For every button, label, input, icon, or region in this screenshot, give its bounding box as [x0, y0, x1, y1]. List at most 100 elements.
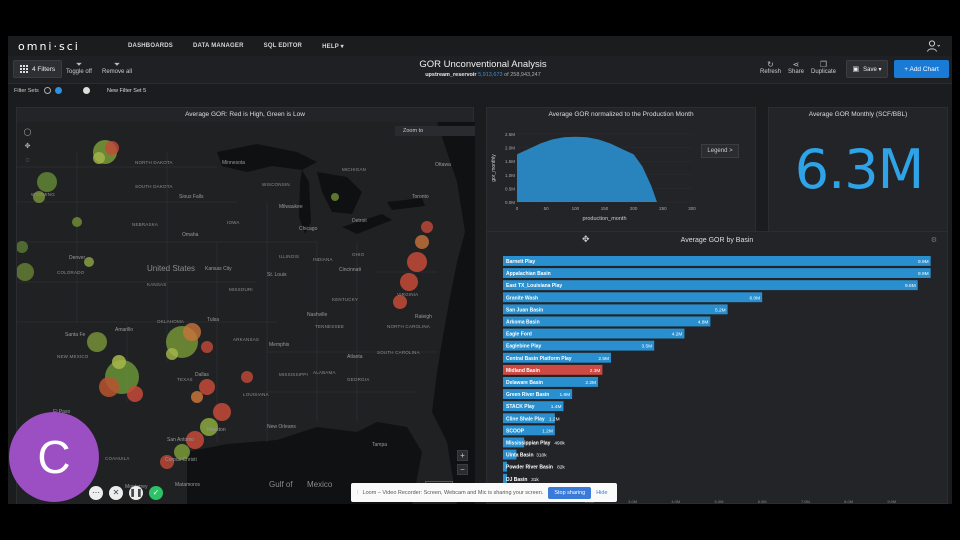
map-label-ohio: OHIO: [352, 252, 365, 257]
bar: [503, 473, 507, 484]
add-chart-button[interactable]: + Add Chart: [894, 60, 949, 78]
map-label-mexico-country: Mexico: [307, 480, 333, 489]
map-label-kansas-city: Kansas City: [205, 266, 232, 272]
bar-value-label: 9.9M: [918, 271, 929, 277]
map-label-tampa: Tampa: [372, 442, 388, 448]
check-icon[interactable]: ✓: [149, 486, 163, 500]
brand-logo[interactable]: omni·sci: [18, 39, 80, 53]
bar: [503, 401, 564, 412]
lake-ontario: [387, 198, 425, 210]
bar-category-label: Midland Basin: [506, 368, 540, 374]
map-label-amarillo: Amarillo: [115, 327, 134, 333]
map-label-atlanta: Atlanta: [347, 354, 363, 360]
stop-sharing-button[interactable]: Stop sharing: [548, 486, 592, 499]
hide-button[interactable]: Hide: [596, 489, 608, 496]
filter-set-active-icon[interactable]: [55, 87, 62, 94]
map-label-milwaukee: Milwaukee: [279, 204, 303, 210]
bar-value-label: 4.8M: [698, 320, 709, 326]
x-tick-label: 50: [544, 206, 550, 211]
remove-all-button[interactable]: ⏷ Remove all: [102, 60, 132, 75]
top-nav: omni·sci DASHBOARDS DATA MANAGER SQL EDI…: [8, 36, 952, 56]
bar-value-label: 490k: [554, 441, 565, 447]
nav-help[interactable]: HELP ▾: [322, 43, 344, 50]
map-label-missouri: MISSOURI: [229, 287, 253, 292]
screen-share-bar: ⁞ Loom – Video Recorder: Screen, Webcam …: [351, 483, 617, 502]
save-button[interactable]: ▣ Save ▾: [846, 60, 888, 78]
new-filter-set-tab[interactable]: New Filter Set 5: [107, 88, 147, 94]
duplicate-button[interactable]: ❐ Duplicate: [811, 60, 836, 75]
gor-normalized-panel: Average GOR normalized to the Production…: [486, 107, 756, 255]
bar-category-label: STACK Play: [506, 404, 535, 410]
map-label-minnesota: Minnesota: [222, 160, 246, 166]
bar-value-label: 1.2M: [549, 416, 560, 422]
y-tick-label: 2.0M: [505, 146, 515, 151]
x-tick-label: 9.0M: [887, 499, 896, 504]
map-label-sioux-falls: Sioux Falls: [179, 194, 204, 200]
nav-sql-editor[interactable]: SQL EDITOR: [263, 43, 303, 49]
map-label-new-mexico: NEW MEXICO: [57, 354, 89, 359]
filter-set-minus-icon[interactable]: [44, 87, 51, 94]
area-chart[interactable]: 0.0M 0.5M 1.0M 1.5M 2.0M 2.5M 0 50 100 150 200 250 3…: [487, 124, 757, 234]
map-label-chicago: Chicago: [299, 226, 318, 232]
circle-select-icon[interactable]: ◌: [25, 157, 30, 164]
webcam-avatar[interactable]: C: [9, 412, 99, 502]
nav-data-manager[interactable]: DATA MANAGER: [193, 43, 244, 49]
user-icon[interactable]: [926, 39, 940, 53]
x-axis-label: production_month: [582, 216, 626, 222]
legend-button[interactable]: Legend >: [701, 144, 739, 158]
share-button[interactable]: ⋖ Share: [788, 60, 804, 75]
dashboard-title[interactable]: GOR Unconventional Analysis: [419, 59, 547, 70]
bar: [503, 377, 599, 387]
x-tick-label: 3.0M: [628, 499, 637, 504]
filter-sets-row: Filter Sets New Filter Set 5: [8, 84, 952, 98]
total-count: of 258,943,247: [504, 72, 541, 78]
bar-value-label: 6.0M: [750, 295, 761, 301]
zoom-out-button[interactable]: −: [457, 464, 468, 475]
recorder-controls: ⋯ ✕ ❚❚ ✓: [89, 486, 163, 500]
map-label-detroit: Detroit: [352, 218, 367, 224]
gor-by-basin-panel: Average GOR by Basin ✥ ⚙ Barnett Play 9.9…: [486, 231, 948, 504]
bar: [503, 364, 603, 375]
map-label-mississippi: MISSISSIPPI: [279, 372, 308, 377]
bar: [503, 328, 685, 339]
bar-chart[interactable]: Barnett Play 9.9M Appalachian Basin 9.9M Eas…: [487, 250, 949, 504]
zoom-in-button[interactable]: +: [457, 450, 468, 461]
pause-icon[interactable]: ❚❚: [129, 486, 143, 500]
bar-value-label: 4.2M: [672, 332, 683, 338]
map-label-nashville: Nashville: [307, 312, 328, 318]
bar-value-label: 2.2M: [585, 380, 596, 386]
toggle-off-button[interactable]: ⏷ Toggle off: [66, 60, 92, 75]
bar-value-label: 1.4M: [551, 404, 562, 410]
bar-category-label: Eagle Ford: [506, 332, 532, 338]
filters-button[interactable]: 4 Filters: [13, 60, 63, 78]
bar: [503, 389, 573, 399]
dashboard-subtitle: upstream_reservoir 5,913,673 of 258,943,…: [368, 72, 598, 78]
map-label-kansas: KANSAS: [147, 282, 167, 287]
drag-handle-icon[interactable]: ⁞: [357, 489, 359, 496]
nav-dashboards[interactable]: DASHBOARDS: [128, 43, 174, 49]
gor-heat-points: [17, 140, 433, 469]
bar-category-label: Uinta Basin: [506, 453, 534, 459]
gear-icon[interactable]: ⚙: [930, 237, 937, 244]
more-icon[interactable]: ⋯: [89, 486, 103, 500]
pan-icon[interactable]: ✥: [24, 143, 31, 150]
bar-category-label: Cline Shale Play: [506, 416, 545, 422]
filter-remove-icon: ⏷: [113, 60, 121, 69]
zoom-to-input[interactable]: Zoom to: [395, 126, 475, 136]
refresh-button[interactable]: ↻ Refresh: [760, 60, 781, 75]
bar-category-label: Powder River Basin: [506, 465, 553, 471]
filter-set-option-icon[interactable]: [83, 87, 90, 94]
screen-share-message: Loom – Video Recorder: Screen, Webcam an…: [362, 489, 544, 496]
bar-value-label: 2.5M: [598, 356, 609, 362]
grid-icon: [20, 65, 28, 73]
bar-category-label: Central Basin Platform Play: [506, 356, 572, 362]
move-icon[interactable]: ✥: [582, 234, 590, 244]
lake-michigan: [299, 170, 311, 234]
map-label-san-antonio: San Antonio: [167, 437, 194, 443]
map-label-south-dakota: SOUTH DAKOTA: [135, 184, 173, 189]
map-label-houston: Houston: [207, 427, 226, 433]
lasso-icon[interactable]: ◯: [23, 129, 32, 136]
bar-value-label: 310k: [536, 453, 547, 459]
toggle-off-label: Toggle off: [66, 69, 92, 75]
close-icon[interactable]: ✕: [109, 486, 123, 500]
